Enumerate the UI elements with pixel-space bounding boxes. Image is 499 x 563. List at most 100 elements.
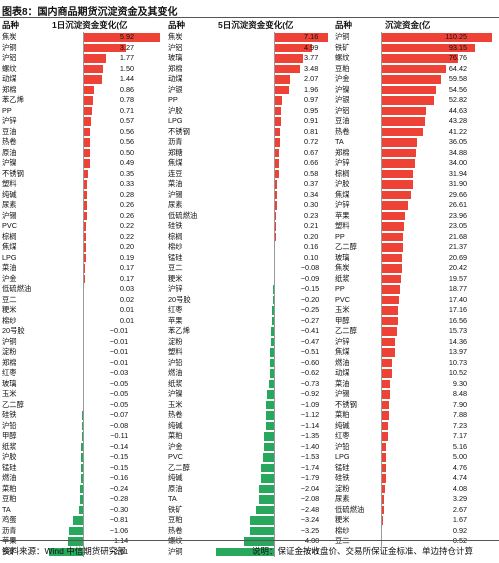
commodity-name: 焦煤 bbox=[335, 189, 350, 199]
commodity-name: 菜油 bbox=[335, 378, 350, 388]
bar bbox=[83, 253, 86, 262]
commodity-name: 沪铜 bbox=[335, 32, 350, 41]
commodity-name: 沪铝 bbox=[2, 53, 17, 62]
bar bbox=[274, 64, 301, 73]
panel-1day-change: 品种 1日沉淀资金变化(亿 焦炭 5.92 沪铜 3.27 沪铝 1.77 螺纹 1.50 动煤… bbox=[0, 19, 166, 557]
data-label: −0.15 bbox=[109, 452, 129, 461]
commodity-name: 豆粕 bbox=[168, 515, 183, 524]
commodity-name: 纸浆 bbox=[168, 378, 183, 388]
bar bbox=[381, 96, 435, 105]
data-label: 1.96 bbox=[304, 84, 319, 94]
data-label: 13.97 bbox=[448, 347, 468, 356]
data-label: 3.48 bbox=[304, 63, 319, 73]
table-row: 热卷 −1.12 bbox=[166, 410, 332, 421]
commodity-name: 动煤 bbox=[335, 368, 350, 377]
commodity-name: 纯碱 bbox=[168, 420, 183, 430]
table-row: 燃油 10.73 bbox=[333, 358, 499, 369]
data-label: −1.06 bbox=[109, 525, 129, 535]
bar bbox=[82, 400, 84, 409]
commodity-name: 低硫燃油 bbox=[168, 210, 198, 220]
data-label: 54.56 bbox=[448, 84, 468, 94]
data-label: 0.71 bbox=[119, 105, 135, 115]
commodity-name: 尿素 bbox=[335, 494, 350, 503]
data-label: 110.25 bbox=[445, 32, 468, 41]
table-row: 沪铜 110.25 bbox=[333, 32, 499, 43]
commodity-name: 豆二 bbox=[168, 263, 183, 272]
commodity-name: 沪铜 bbox=[2, 42, 17, 52]
table-row: 沪锡 8.48 bbox=[333, 389, 499, 400]
bar bbox=[258, 484, 275, 493]
bar bbox=[381, 337, 396, 346]
commodity-name: 连豆 bbox=[168, 168, 183, 178]
commodity-name: PP bbox=[335, 231, 345, 241]
data-label: 31.94 bbox=[448, 168, 468, 178]
data-label: 18.77 bbox=[448, 284, 468, 293]
bar bbox=[81, 432, 84, 441]
bar bbox=[264, 432, 275, 441]
table-row: 沪铜 −7.71 bbox=[166, 547, 332, 558]
bar bbox=[274, 159, 280, 168]
data-label: 1.44 bbox=[119, 74, 135, 83]
commodity-name: 沪胶 bbox=[335, 179, 350, 188]
data-label: 44.63 bbox=[448, 105, 468, 115]
data-label: 0.23 bbox=[304, 210, 319, 220]
data-label: −0.28 bbox=[109, 494, 129, 503]
table-row: 沪金 0.17 bbox=[0, 274, 166, 285]
bar bbox=[274, 138, 280, 147]
data-label: 0.20 bbox=[119, 242, 135, 251]
data-label: 19.57 bbox=[448, 273, 468, 283]
commodity-name: 铁矿 bbox=[168, 504, 183, 514]
bar bbox=[381, 85, 437, 94]
commodity-name: 沪锡 bbox=[168, 189, 183, 199]
data-label: 5.92 bbox=[119, 32, 135, 41]
commodity-name: 郑棉 bbox=[2, 84, 17, 94]
table-row: 塑料 −0.51 bbox=[166, 347, 332, 358]
bar bbox=[83, 169, 88, 178]
bar bbox=[83, 211, 87, 220]
data-label: 9.30 bbox=[452, 378, 468, 388]
data-label: 36.05 bbox=[448, 137, 468, 146]
table-row: 沪铅 −0.08 bbox=[0, 421, 166, 432]
commodity-name: 沪锌 bbox=[335, 158, 350, 167]
data-label: −1.12 bbox=[300, 410, 320, 419]
data-label: 0.17 bbox=[119, 263, 135, 272]
table-row: 纸浆 19.57 bbox=[333, 274, 499, 285]
bar bbox=[381, 211, 406, 220]
data-label: 0.03 bbox=[119, 284, 135, 293]
data-label: 0.81 bbox=[304, 126, 319, 136]
commodity-name: 沪铜 bbox=[2, 336, 17, 346]
commodity-name: 低硫燃油 bbox=[2, 284, 32, 293]
data-label: 76.76 bbox=[448, 53, 468, 62]
table-row: 原油 −2.04 bbox=[166, 484, 332, 495]
bar bbox=[381, 411, 389, 420]
commodity-name: 铁矿 bbox=[335, 42, 350, 52]
table-row: 纸浆 −0.14 bbox=[0, 442, 166, 453]
table-row: 纯碱 7.23 bbox=[333, 421, 499, 432]
bar bbox=[381, 159, 416, 168]
bar bbox=[381, 358, 392, 367]
table-row: 棕榈 31.94 bbox=[333, 169, 499, 180]
commodity-name: 螺纹 bbox=[2, 63, 17, 73]
bar bbox=[83, 274, 86, 283]
data-label: −1.53 bbox=[300, 452, 320, 461]
bar bbox=[83, 190, 87, 199]
bar bbox=[271, 327, 275, 336]
data-label: 4.99 bbox=[304, 42, 319, 52]
data-label: 21.68 bbox=[448, 231, 468, 241]
data-label: 1.50 bbox=[119, 63, 135, 73]
bar bbox=[274, 190, 277, 199]
zero-axis bbox=[381, 32, 382, 547]
data-label: 0.02 bbox=[119, 294, 135, 304]
commodity-name: TA bbox=[2, 504, 11, 514]
bar bbox=[244, 537, 275, 546]
bar bbox=[83, 148, 90, 157]
table-row: 菜粕 −0.24 bbox=[0, 484, 166, 495]
data-label: −0.05 bbox=[109, 378, 129, 388]
table-row: 豆粕 −0.28 bbox=[0, 494, 166, 505]
bar bbox=[274, 54, 303, 63]
table-row: 沪锌 14.36 bbox=[333, 337, 499, 348]
table-row: 铁矿 −2.61 bbox=[0, 547, 166, 558]
commodity-name: 乙二醇 bbox=[2, 399, 24, 409]
bar bbox=[83, 222, 87, 231]
bar bbox=[381, 442, 387, 451]
